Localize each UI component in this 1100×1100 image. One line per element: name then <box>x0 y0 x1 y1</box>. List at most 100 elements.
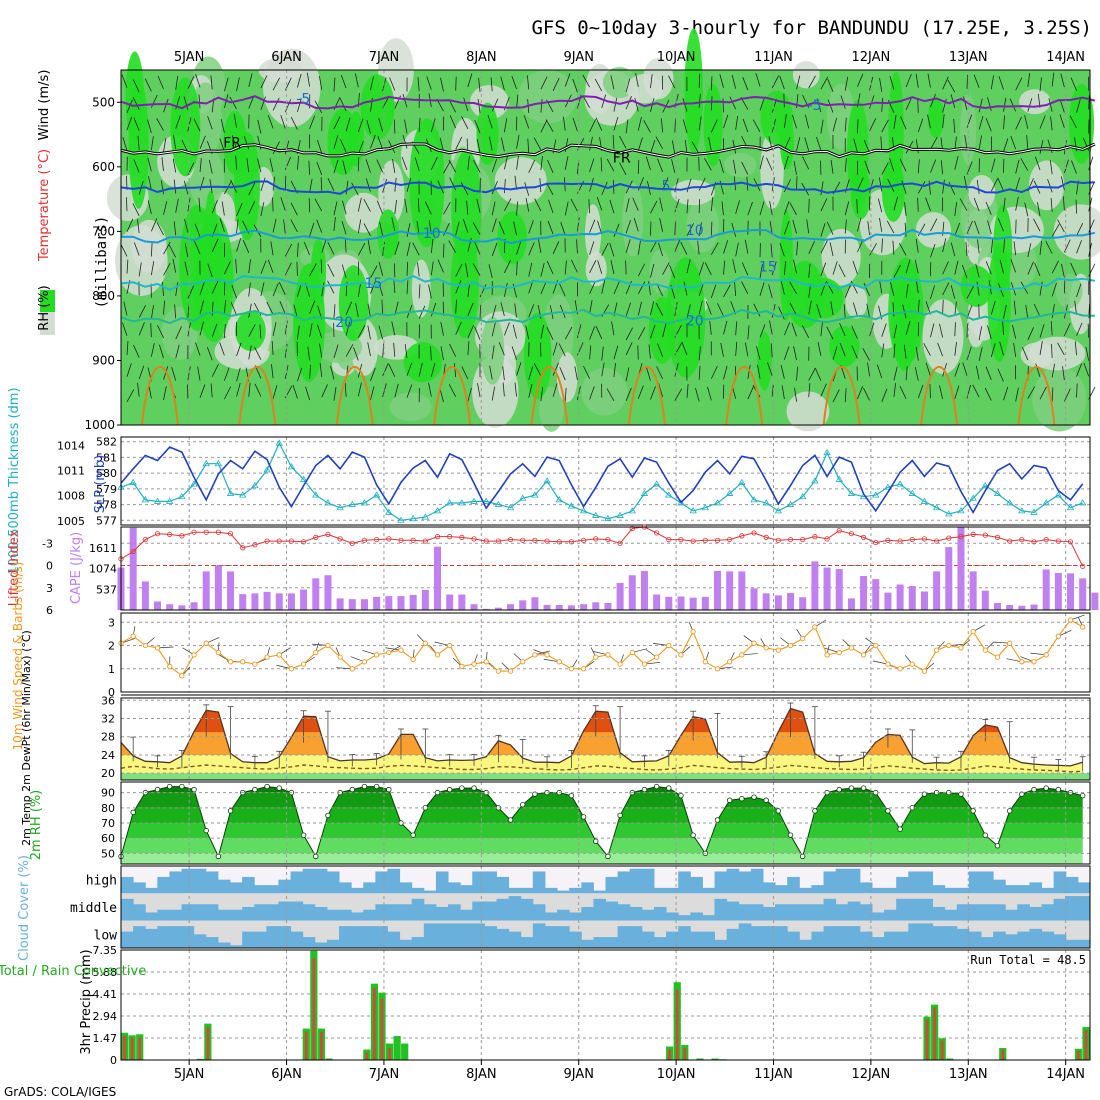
wind-barb <box>594 78 603 92</box>
wind-barb <box>792 114 797 129</box>
wind-barb <box>500 137 505 152</box>
rh-point <box>641 786 648 793</box>
wind-speed-point <box>191 652 197 658</box>
li-point <box>203 529 209 535</box>
cloud-cell <box>859 882 873 894</box>
cloud-cell <box>557 926 570 948</box>
cape-bar <box>762 593 770 610</box>
wind-barb <box>844 157 847 172</box>
isotherm-line <box>920 365 959 426</box>
wind-barb <box>156 118 164 131</box>
wind-speed-point <box>203 640 209 646</box>
thickness-point <box>677 499 685 506</box>
wind-barb <box>1013 342 1017 357</box>
wind-barb <box>1050 197 1053 212</box>
wind-barb <box>674 238 681 252</box>
rh-point <box>739 796 745 802</box>
wind-barb <box>321 282 325 297</box>
isotherm-line <box>120 308 1095 325</box>
wind-barb <box>600 157 603 172</box>
wind-barb <box>320 259 323 274</box>
wind-barb <box>826 221 834 235</box>
wind-barb <box>637 281 646 295</box>
li-point <box>422 538 428 544</box>
cape-bar <box>665 596 673 610</box>
rh-point <box>166 783 173 790</box>
wind-barb <box>634 97 639 112</box>
wind-barb <box>272 77 281 91</box>
wind-barb <box>546 326 554 340</box>
wind-barb <box>344 238 347 253</box>
thickness-point <box>823 448 831 456</box>
rh-point <box>812 808 818 814</box>
wind-barb <box>925 197 931 211</box>
li-point <box>544 538 550 544</box>
wind-barb <box>210 383 213 398</box>
wind-barb <box>963 96 968 111</box>
rh-contour-fill <box>235 310 266 352</box>
thickness-point <box>628 507 636 514</box>
wind-barb <box>698 93 701 108</box>
cloud-cell <box>569 931 582 948</box>
cape-bar <box>555 604 563 610</box>
wind-barb <box>389 77 396 91</box>
bottom-day-label: 14JAN <box>1046 1067 1085 1082</box>
dewpoint-line <box>120 764 1083 773</box>
wind-barb <box>370 367 376 382</box>
wind-barb <box>827 78 834 93</box>
thickness-point <box>592 511 600 518</box>
wind-barb <box>741 653 758 656</box>
wind-barb <box>184 218 189 233</box>
wind-barb <box>637 385 644 399</box>
wind-barb <box>327 263 335 277</box>
wind-barb <box>674 302 678 317</box>
wind-barb <box>747 201 753 216</box>
wind-barb <box>246 158 250 173</box>
wind-speed-point <box>982 647 988 653</box>
wind-barb <box>290 116 298 130</box>
wind-barb <box>150 136 154 151</box>
wind-barb <box>187 285 194 299</box>
wind-barb <box>899 242 907 256</box>
cloud-cell <box>726 928 740 948</box>
cloud-cell <box>326 909 340 921</box>
wind-barb <box>207 115 213 130</box>
wind-barb <box>984 387 992 401</box>
wind-speed-point <box>860 652 867 658</box>
cloud-cell <box>811 885 825 894</box>
wind-barb <box>223 324 226 339</box>
wind-barb <box>850 280 858 294</box>
wind-barb <box>1034 156 1041 171</box>
wind-barb <box>698 262 704 276</box>
wind-barb <box>552 383 558 397</box>
wind-barb <box>1002 320 1004 335</box>
wind-barb <box>406 178 412 192</box>
isotherm-label: 20 <box>686 314 704 330</box>
wind-barb <box>915 73 919 88</box>
wind-barb <box>892 240 895 255</box>
wind-barb <box>133 242 140 256</box>
cloud-cell <box>205 871 219 894</box>
wind-barb <box>990 158 996 173</box>
wind-barb <box>950 285 956 299</box>
wind-barb <box>305 386 310 401</box>
rh-contour-fill <box>581 368 628 416</box>
wind-barb <box>491 242 498 257</box>
wind-barb <box>985 366 992 380</box>
wind-barb <box>461 116 469 129</box>
rh-point <box>848 785 855 791</box>
wind-barb <box>697 240 700 255</box>
wind-speed-point <box>313 649 319 656</box>
wind-barb <box>498 221 505 235</box>
rh-band-fill <box>130 807 1083 824</box>
cape-bar <box>872 579 880 610</box>
thickness-point <box>385 508 393 515</box>
wind-barb <box>857 119 859 134</box>
wind-barb <box>709 320 712 335</box>
li-point <box>325 531 331 538</box>
wind-barb <box>903 344 907 359</box>
temp-tick-label: 24 <box>101 749 115 762</box>
wind-barb <box>721 201 724 216</box>
wind-barb <box>184 243 189 258</box>
wind-barb <box>211 323 218 338</box>
